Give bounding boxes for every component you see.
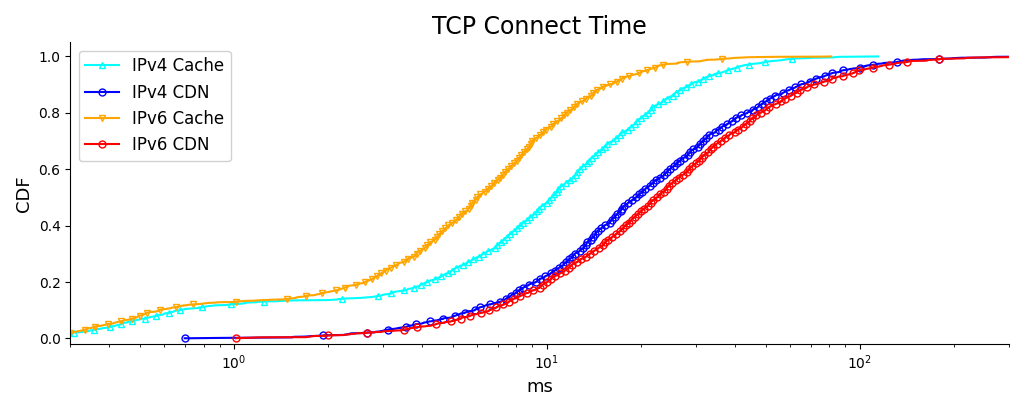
- IPv6 CDN: [230, 336, 243, 341]
- IPv4 CDN: [481, 302, 494, 307]
- IPv4 Cache: [872, 54, 885, 59]
- IPv4 CDN: [447, 314, 460, 319]
- IPv6 CDN: [627, 216, 639, 221]
- IPv4 Cache: [0, 336, 6, 341]
- Line: IPv4 Cache: IPv4 Cache: [0, 53, 882, 342]
- IPv6 CDN: [633, 210, 645, 215]
- IPv6 CDN: [640, 206, 652, 210]
- IPv6 CDN: [462, 314, 474, 319]
- IPv4 Cache: [522, 216, 535, 221]
- IPv6 Cache: [181, 302, 194, 307]
- Y-axis label: CDF: CDF: [15, 175, 33, 212]
- IPv4 Cache: [529, 210, 542, 215]
- IPv6 Cache: [457, 210, 469, 215]
- Legend: IPv4 Cache, IPv4 CDN, IPv6 Cache, IPv6 CDN: IPv4 Cache, IPv4 CDN, IPv6 Cache, IPv6 C…: [79, 51, 230, 161]
- X-axis label: ms: ms: [526, 378, 553, 396]
- IPv4 CDN: [606, 216, 618, 221]
- IPv4 Cache: [534, 206, 546, 210]
- IPv4 Cache: [148, 314, 161, 319]
- Line: IPv4 CDN: IPv4 CDN: [181, 53, 1024, 342]
- IPv6 CDN: [497, 302, 509, 307]
- IPv6 CDN: [673, 175, 685, 180]
- IPv4 CDN: [612, 210, 625, 215]
- IPv6 Cache: [452, 216, 464, 221]
- Title: TCP Connect Time: TCP Connect Time: [432, 15, 647, 39]
- IPv4 CDN: [653, 175, 666, 180]
- IPv6 Cache: [494, 175, 506, 180]
- IPv4 Cache: [221, 302, 233, 307]
- IPv4 Cache: [566, 175, 579, 180]
- IPv4 CDN: [616, 206, 629, 210]
- Line: IPv6 Cache: IPv6 Cache: [0, 53, 835, 342]
- IPv6 Cache: [463, 206, 475, 210]
- IPv4 CDN: [178, 336, 190, 341]
- IPv6 Cache: [825, 54, 838, 59]
- IPv6 Cache: [132, 314, 144, 319]
- Line: IPv6 CDN: IPv6 CDN: [232, 53, 1024, 342]
